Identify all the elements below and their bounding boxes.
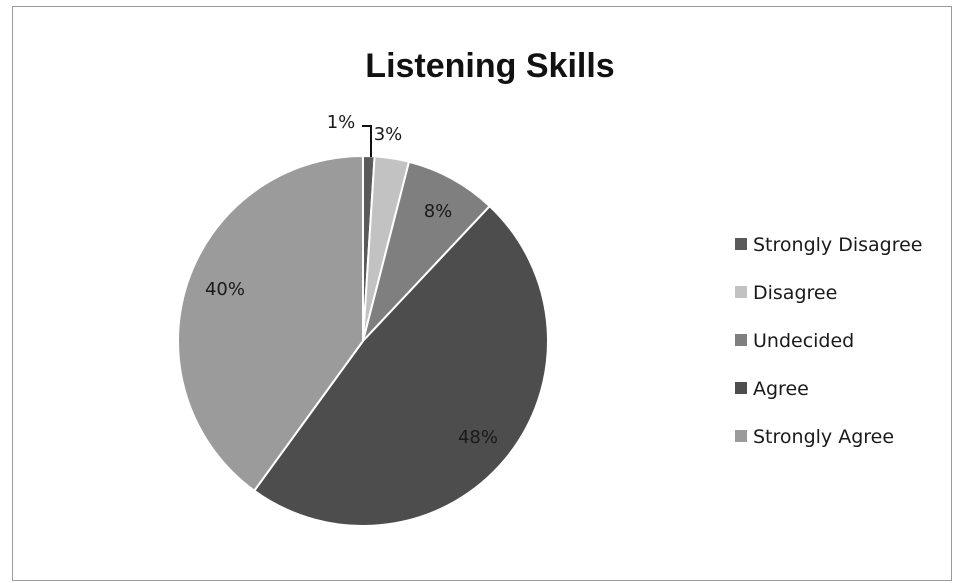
legend-swatch-agree xyxy=(735,382,747,394)
pie-slice-strongly-agree xyxy=(177,154,364,493)
data-label-strongly-agree: 40% xyxy=(205,279,245,300)
chart-title: Listening Skills xyxy=(365,47,614,85)
legend-swatch-disagree xyxy=(735,286,747,298)
data-label-strongly-disagree: 1% xyxy=(327,112,356,133)
pie-slices xyxy=(177,154,549,527)
data-label-disagree: 3% xyxy=(374,124,403,145)
pie-slice-agree xyxy=(252,204,549,527)
legend-label-strongly-agree: Strongly Agree xyxy=(753,426,894,448)
data-label-agree: 48% xyxy=(458,427,498,448)
legend: Strongly Disagree Disagree Undecided Agree S… xyxy=(735,234,922,448)
legend-label-agree: Agree xyxy=(753,378,809,400)
legend-label-disagree: Disagree xyxy=(753,282,837,304)
data-label-undecided: 8% xyxy=(424,201,453,222)
legend-label-strongly-disagree: Strongly Disagree xyxy=(753,234,922,256)
pie-data-labels: 1% 3% 8% 48% 40% xyxy=(205,112,498,448)
legend-swatch-strongly-disagree xyxy=(735,238,747,250)
legend-swatch-strongly-agree xyxy=(735,430,747,442)
legend-label-undecided: Undecided xyxy=(753,330,854,352)
leader-line xyxy=(362,125,372,157)
legend-swatch-undecided xyxy=(735,334,747,346)
pie-slice-undecided xyxy=(362,160,492,342)
